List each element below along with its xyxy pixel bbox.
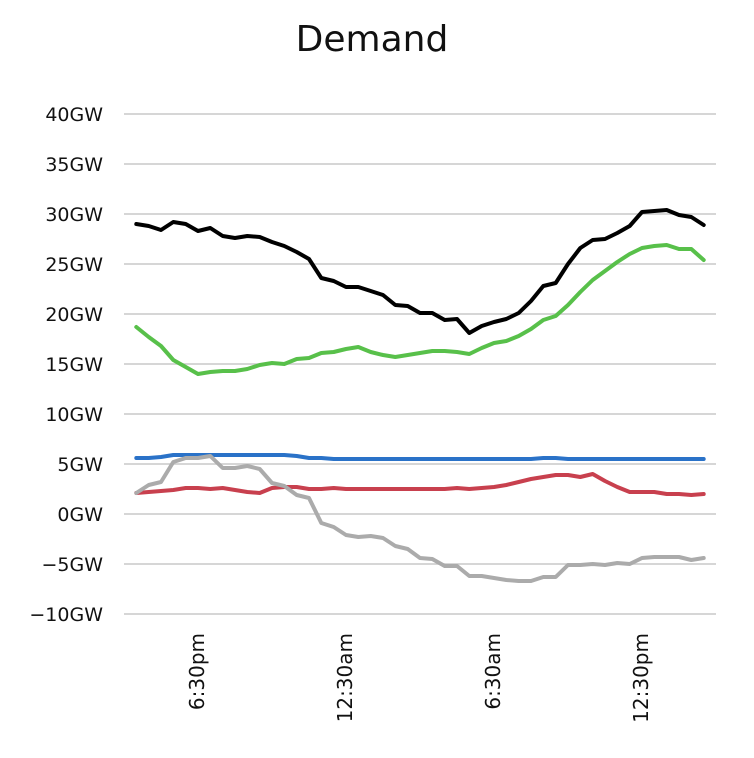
series-line-5 <box>134 454 706 583</box>
x-axis-ticks: 6:30pm 12:30am 6:30am 12:30pm <box>185 633 653 723</box>
x-tick-label: 12:30am <box>333 633 357 722</box>
y-tick-label: 10GW <box>45 404 103 426</box>
gridlines <box>124 113 716 615</box>
y-tick-label: 30GW <box>45 204 103 226</box>
y-tick-label: 5GW <box>57 454 103 476</box>
series-line-4 <box>134 472 706 497</box>
x-tick-label: 12:30pm <box>629 633 653 723</box>
chart-title: Demand <box>296 19 449 60</box>
series-line-2 <box>134 243 706 376</box>
y-tick-label: 0GW <box>57 504 103 526</box>
y-tick-label: 15GW <box>45 354 103 376</box>
series-line-1 <box>134 208 706 335</box>
y-tick-label: −10GW <box>29 604 103 626</box>
y-axis-ticks: 40GW 35GW 30GW 25GW 20GW 15GW 10GW 5GW 0GW −5GW −1… <box>29 104 103 626</box>
series-lines <box>134 208 706 583</box>
y-tick-label: 25GW <box>45 254 103 276</box>
y-tick-label: −5GW <box>41 554 103 576</box>
x-tick-label: 6:30am <box>481 633 505 710</box>
y-tick-label: 20GW <box>45 304 103 326</box>
x-tick-label: 6:30pm <box>185 633 209 710</box>
y-tick-label: 35GW <box>45 154 103 176</box>
series-line-3 <box>134 453 706 461</box>
y-tick-label: 40GW <box>45 104 103 126</box>
